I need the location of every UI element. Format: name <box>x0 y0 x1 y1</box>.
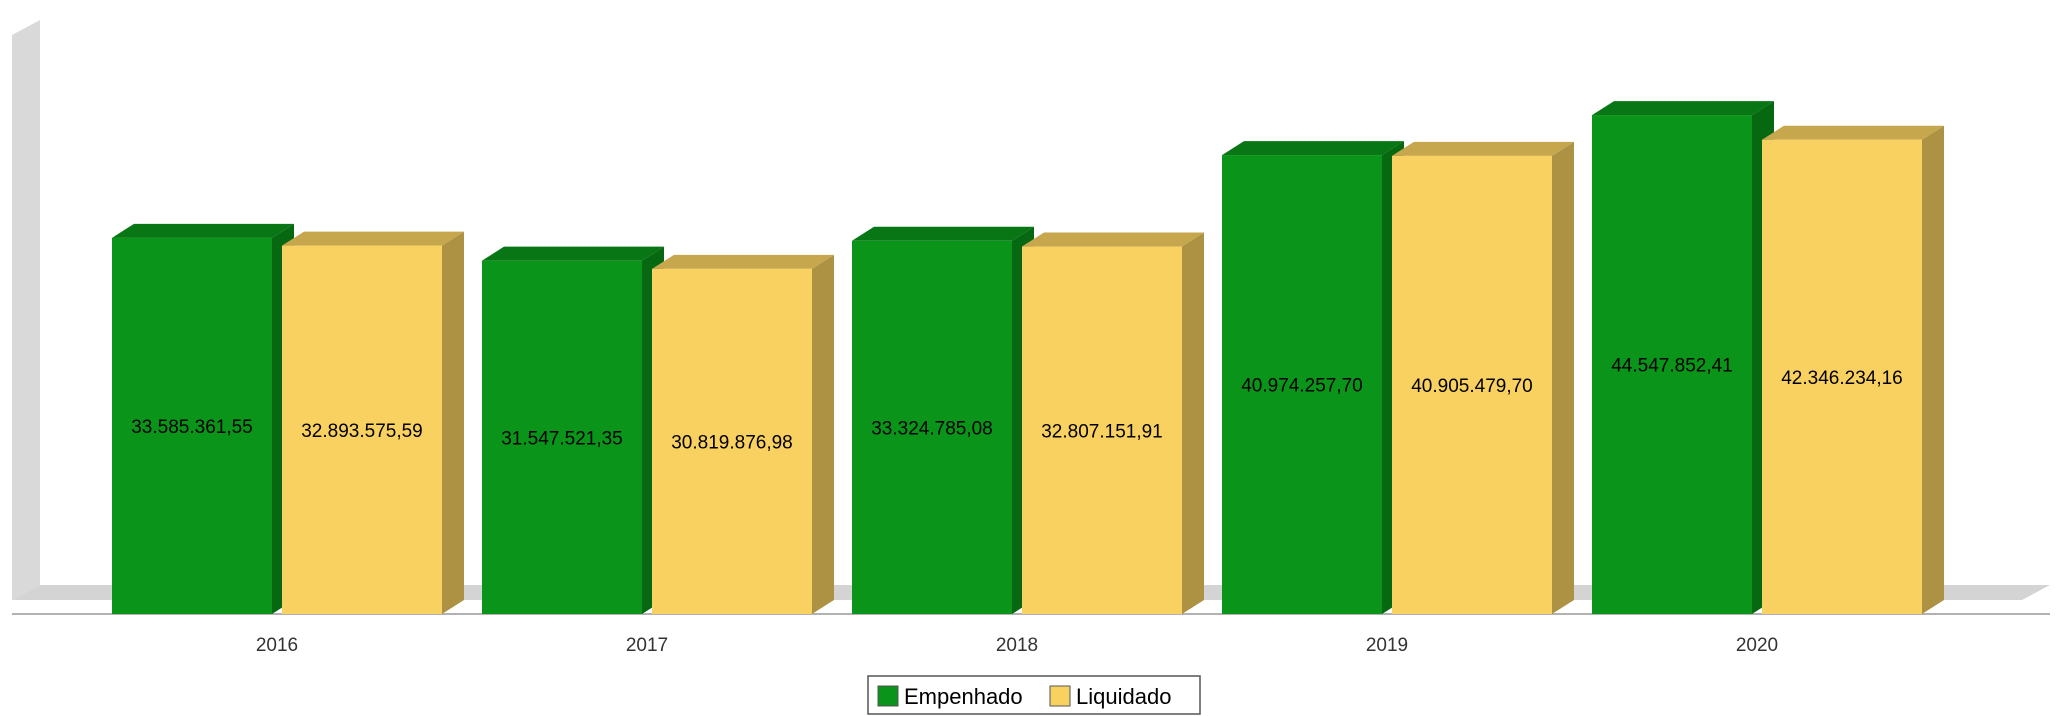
bar-top-liquidado-2016 <box>282 231 464 246</box>
bar-top-empenhado-2019 <box>1222 141 1404 156</box>
bar-value-label-liquidado-2020: 42.346.234,16 <box>1781 368 1903 389</box>
bar-top-liquidado-2018 <box>1022 232 1204 247</box>
bar-liquidado-2016[interactable] <box>282 245 442 614</box>
bar-value-label-empenhado-2019: 40.974.257,70 <box>1241 376 1363 397</box>
bar-top-empenhado-2020 <box>1592 101 1774 116</box>
bar-empenhado-2018[interactable] <box>852 240 1012 615</box>
bar-top-liquidado-2019 <box>1392 141 1574 156</box>
bar-top-empenhado-2016 <box>112 223 294 238</box>
bar-empenhado-2016[interactable] <box>112 237 272 615</box>
bar-liquidado-2018[interactable] <box>1022 246 1182 614</box>
bar-value-label-liquidado-2017: 30.819.876,98 <box>671 432 793 453</box>
bar-empenhado-2019[interactable] <box>1222 155 1382 614</box>
bar-side-liquidado-2018 <box>1182 232 1204 614</box>
bar-value-label-empenhado-2016: 33.585.361,55 <box>131 417 253 438</box>
legend-swatch-empenhado <box>877 685 899 707</box>
bars-layer <box>112 101 1944 615</box>
x-tick-label-2020: 2020 <box>1736 635 1778 656</box>
bar-side-liquidado-2017 <box>812 254 834 614</box>
legend-box <box>867 675 1201 715</box>
bar-side-liquidado-2020 <box>1922 125 1944 615</box>
legend: Empenhado Liquidado <box>867 675 1201 715</box>
bar-value-label-empenhado-2020: 44.547.852,41 <box>1611 356 1733 377</box>
bar-empenhado-2020[interactable] <box>1592 115 1752 614</box>
bar-top-liquidado-2017 <box>652 254 834 269</box>
bar-side-liquidado-2019 <box>1552 141 1574 614</box>
x-tick-labels: 2016 2017 2018 2019 2020 <box>256 635 1778 656</box>
bar-top-empenhado-2018 <box>852 226 1034 241</box>
bar-top-liquidado-2020 <box>1762 125 1944 140</box>
bar-empenhado-2017[interactable] <box>482 260 642 614</box>
bar-value-label-empenhado-2017: 31.547.521,35 <box>501 428 623 449</box>
bar-value-label-empenhado-2018: 33.324.785,08 <box>871 418 993 439</box>
bar-side-liquidado-2016 <box>442 231 464 614</box>
chart-left-wall <box>12 20 40 600</box>
legend-label-liquidado: Liquidado <box>1076 684 1171 709</box>
bar-value-label-liquidado-2019: 40.905.479,70 <box>1411 376 1533 397</box>
bar-value-label-liquidado-2018: 32.807.151,91 <box>1041 421 1163 442</box>
x-tick-label-2018: 2018 <box>996 635 1038 656</box>
bar-labels-layer: 33.585.361,55 32.893.575,59 31.547.521,35 3… <box>131 356 1903 454</box>
x-tick-label-2019: 2019 <box>1366 635 1408 656</box>
x-tick-label-2016: 2016 <box>256 635 298 656</box>
legend-label-empenhado: Empenhado <box>904 684 1023 709</box>
bar-liquidado-2019[interactable] <box>1392 155 1552 614</box>
bar-liquidado-2017[interactable] <box>652 268 812 614</box>
x-tick-label-2017: 2017 <box>626 635 668 656</box>
legend-swatch-liquidado <box>1049 685 1071 707</box>
bar-value-label-liquidado-2016: 32.893.575,59 <box>301 421 423 442</box>
bar-top-empenhado-2017 <box>482 246 664 261</box>
bar-liquidado-2020[interactable] <box>1762 139 1922 615</box>
